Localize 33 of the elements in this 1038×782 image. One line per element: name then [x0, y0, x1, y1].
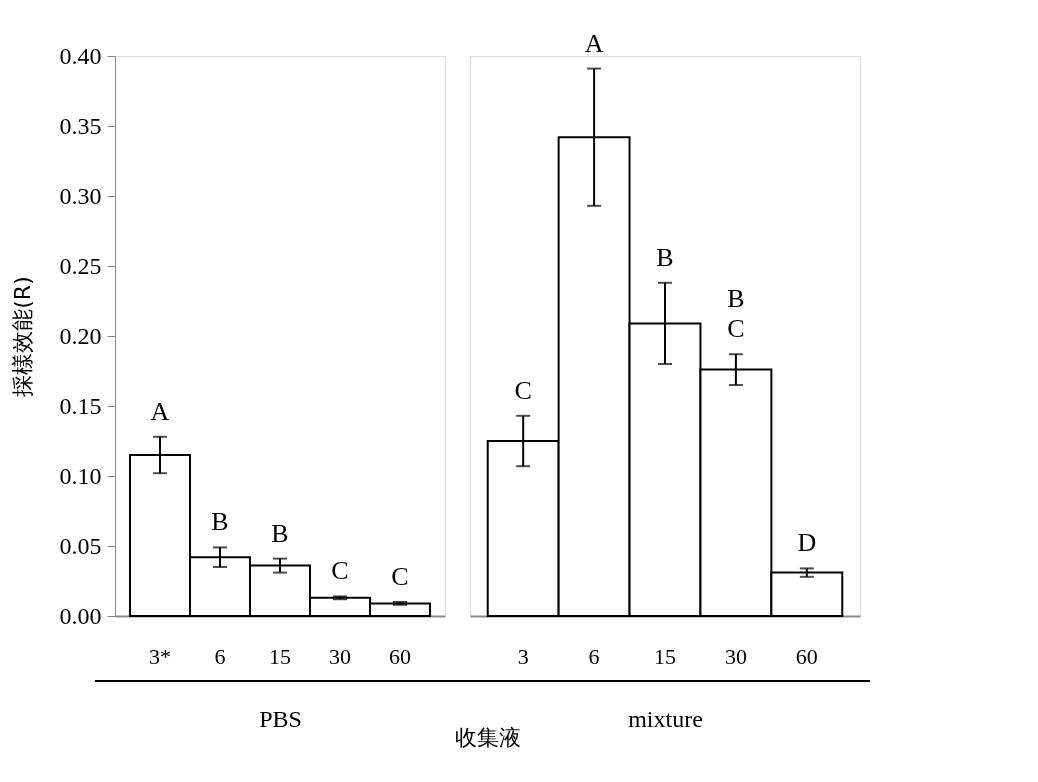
y-tick-label: 0.20	[59, 322, 102, 349]
y-tick-label: 0.15	[59, 392, 102, 419]
data-label: B	[656, 242, 674, 272]
y-tick-label: 0.00	[59, 602, 102, 629]
data-label: B C	[727, 284, 745, 344]
x-tick-label: 6	[214, 643, 226, 669]
y-tick-label: 0.30	[59, 182, 102, 209]
x-tick-label: 30	[329, 643, 351, 669]
data-label: A	[584, 28, 604, 58]
x-axis-title: PBS	[259, 705, 302, 732]
x-tick-label: 30	[724, 643, 747, 669]
y-axis-title: 採樣效能(R)	[9, 276, 35, 397]
data-label: D	[797, 528, 817, 558]
y-tick-label: 0.40	[59, 42, 102, 69]
x-tick-label: 6	[588, 643, 600, 669]
y-tick-label: 0.25	[59, 252, 102, 279]
x-tick-label: 60	[389, 643, 411, 669]
x-tick-label: 15	[269, 643, 291, 669]
data-label: A	[150, 396, 170, 426]
data-label: C	[331, 556, 349, 586]
x-tick-label: 60	[795, 643, 818, 669]
x-axis-title: mixture	[628, 705, 703, 732]
x-tick-label: 3*	[149, 643, 171, 669]
y-tick-label: 0.05	[59, 532, 102, 559]
y-tick-label: 0.10	[59, 462, 102, 489]
data-label: C	[514, 375, 532, 405]
text: 收集液	[454, 725, 521, 750]
data-label: B	[211, 507, 229, 537]
data-label: B	[271, 518, 289, 548]
x-tick-label: 15	[654, 643, 676, 669]
x-tick-label: 3	[517, 643, 529, 669]
data-label: C	[391, 562, 409, 591]
y-tick-label: 0.35	[59, 112, 102, 139]
